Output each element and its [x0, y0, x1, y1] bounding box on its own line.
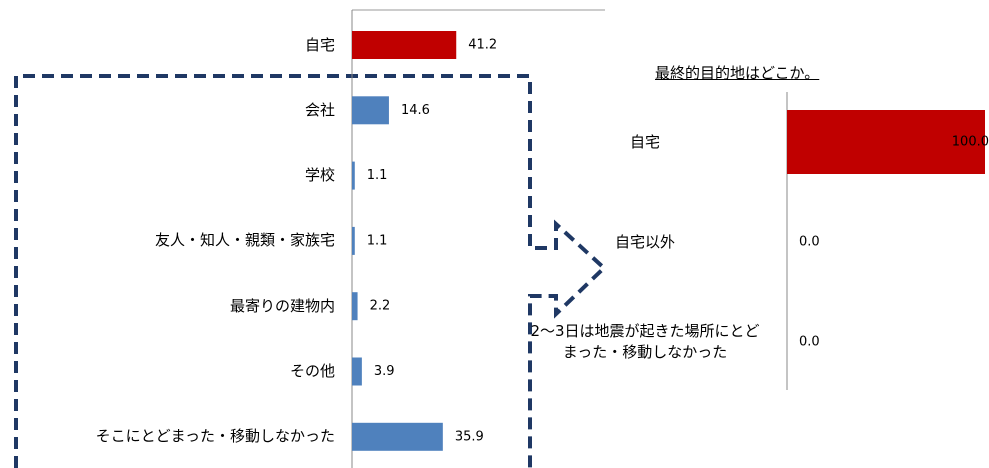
value-label: 0.0 — [799, 335, 820, 350]
value-label: 2.2 — [370, 299, 391, 314]
bar — [352, 96, 389, 125]
value-label: 1.1 — [367, 233, 388, 248]
bar — [352, 292, 358, 321]
category-label: 自宅以外 — [614, 232, 675, 251]
value-label: 1.1 — [367, 168, 388, 183]
category-label: 2～3日は地震が起きた場所にとどまった・移動しなかった — [530, 322, 760, 361]
chart-title: 最終的目的地はどこか。 — [655, 64, 820, 82]
category-label: 最寄りの建物内 — [229, 296, 335, 315]
category-label: 自宅 — [304, 35, 335, 54]
category-label: その他 — [289, 362, 335, 380]
value-label: 100.0 — [952, 135, 989, 150]
category-label: 自宅 — [629, 132, 660, 151]
bar — [352, 357, 362, 386]
value-label: 35.9 — [455, 429, 484, 444]
value-label: 14.6 — [401, 103, 430, 118]
highlight-box — [14, 74, 607, 468]
category-label: 友人・知人・親類・家族宅 — [154, 231, 335, 250]
value-label: 0.0 — [799, 235, 820, 250]
bar — [352, 31, 457, 59]
bar — [352, 422, 443, 451]
bar — [352, 226, 355, 255]
value-label: 41.2 — [468, 38, 497, 53]
value-label: 3.9 — [374, 364, 395, 379]
category-label: 学校 — [304, 166, 335, 185]
category-label: そこにとどまった・移動しなかった — [95, 427, 335, 446]
bar — [352, 161, 355, 190]
category-label: 会社 — [304, 100, 335, 119]
bar — [787, 110, 985, 174]
